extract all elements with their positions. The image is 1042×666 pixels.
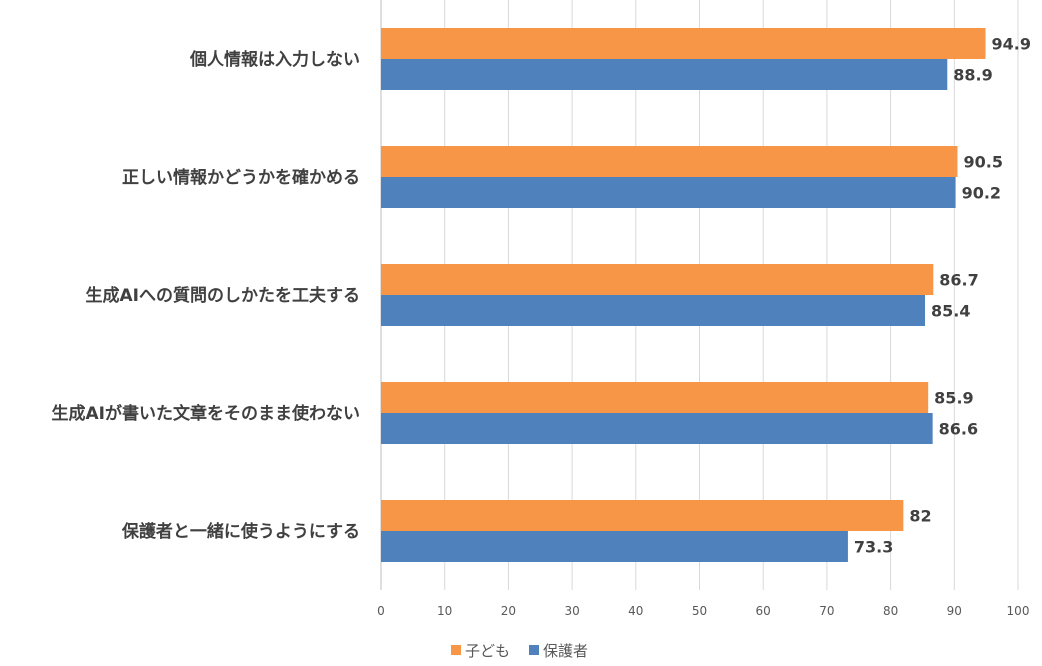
legend-swatch-parent [529,645,539,655]
x-tick-label: 30 [564,604,579,618]
bar-child [381,500,904,531]
data-label: 90.2 [962,184,1001,203]
data-label: 88.9 [953,66,992,85]
bar-parent [381,413,933,444]
x-tick-label: 10 [437,604,452,618]
category-label: 正しい情報かどうかを確かめる [122,167,360,188]
legend-swatch-child [451,645,461,655]
category-label: 個人情報は入力しない [189,49,360,70]
bar-parent [381,531,848,562]
data-label: 73.3 [854,538,893,557]
bar-child [381,382,929,413]
x-tick-label: 70 [819,604,834,618]
legend-label: 子ども [465,642,510,660]
bar-parent [381,177,956,208]
x-tick-label: 0 [377,604,385,618]
data-label: 85.9 [934,389,973,408]
data-label: 82 [909,507,931,526]
category-label: 生成AIへの質問のしかたを工夫する [86,285,360,306]
x-tick-label: 40 [628,604,643,618]
x-tick-label: 60 [756,604,771,618]
data-label: 94.9 [992,35,1031,54]
data-label: 85.4 [931,302,970,321]
bar-parent [381,295,925,326]
x-tick-label: 50 [692,604,707,618]
bar-child [381,146,958,177]
data-label: 90.5 [963,153,1002,172]
x-tick-label: 20 [501,604,516,618]
bar-child [381,28,986,59]
data-label: 86.6 [939,420,978,439]
x-tick-label: 80 [883,604,898,618]
x-tick-label: 90 [947,604,962,618]
x-tick-label: 100 [1007,604,1030,618]
bar-child [381,264,934,295]
category-label: 保護者と一緒に使うようにする [121,521,360,542]
bar-parent [381,59,948,90]
category-label: 生成AIが書いた文章をそのまま使わない [52,403,360,424]
data-label: 86.7 [939,271,978,290]
legend-label: 保護者 [543,642,588,660]
